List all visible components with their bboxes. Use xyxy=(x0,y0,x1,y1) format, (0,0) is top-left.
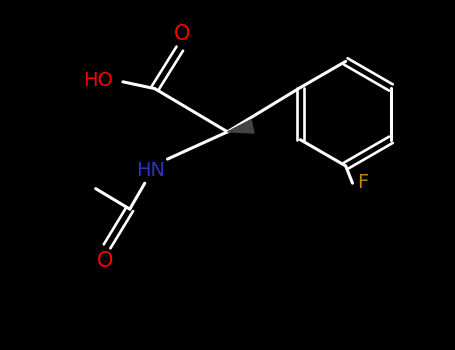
Polygon shape xyxy=(228,120,254,133)
Text: HO: HO xyxy=(83,70,113,90)
Text: HN: HN xyxy=(136,161,165,180)
Text: F: F xyxy=(357,173,368,192)
Text: O: O xyxy=(173,24,190,44)
Text: O: O xyxy=(97,251,113,271)
